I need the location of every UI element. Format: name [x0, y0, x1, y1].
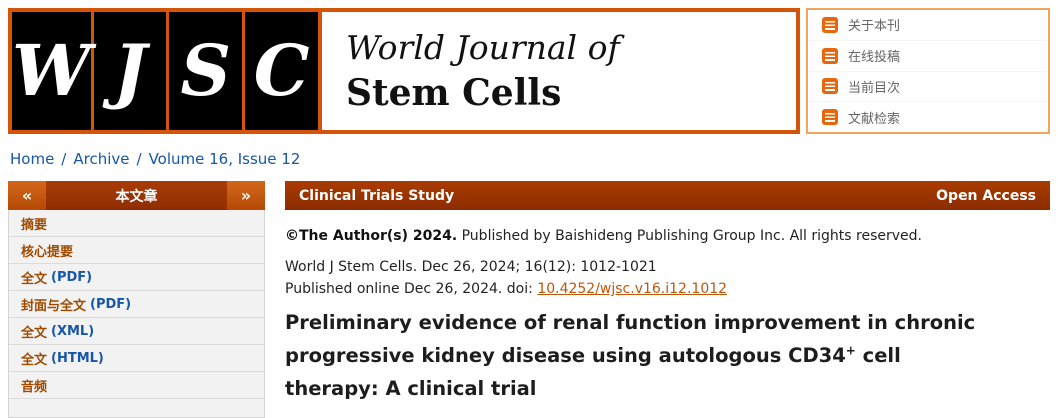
copyright-rest: Published by Baishideng Publishing Group…: [457, 228, 922, 244]
open-access-label: Open Access: [936, 187, 1036, 204]
breadcrumb-volume-issue[interactable]: Volume 16, Issue 12: [148, 150, 301, 168]
menu-item-label: 关于本刊: [848, 19, 901, 35]
published-prefix: Published online Dec 26, 2024. doi:: [285, 281, 538, 297]
article-header-bar: Clinical Trials Study Open Access: [285, 181, 1050, 210]
sidebar-item-format: (PDF): [90, 296, 132, 312]
article-title-line2: progressive kidney disease using autolog…: [285, 344, 846, 368]
sidebar-item-audio[interactable]: 音频: [9, 372, 264, 399]
logo-letter-text: C: [253, 29, 310, 112]
journal-name-line2: Stem Cells: [346, 71, 562, 114]
sidebar-menu: 摘要 核心提要 全文 (PDF) 封面与全文 (PDF) 全文 (XML) 全文 (HT…: [8, 210, 265, 418]
sidebar-item-cover-fulltext-pdf[interactable]: 封面与全文 (PDF): [9, 291, 264, 318]
sidebar-title: 本文章: [46, 181, 227, 210]
breadcrumb-home[interactable]: Home: [10, 150, 55, 168]
article-title-line3: therapy: A clinical trial: [285, 377, 537, 401]
citation-line: World J Stem Cells. Dec 26, 2024; 16(12)…: [285, 259, 657, 275]
sidebar-item-format: (PDF): [51, 269, 93, 285]
article-title: Preliminary evidence of renal function i…: [285, 306, 1055, 405]
sidebar-item-label: 音频: [21, 379, 48, 395]
about-journal-icon: [822, 16, 838, 33]
sidebar-header: « 本文章 »: [8, 181, 265, 210]
breadcrumb: Home / Archive / Volume 16, Issue 12: [10, 150, 300, 168]
article-title-line1: Preliminary evidence of renal function i…: [285, 311, 976, 334]
journal-name-box: World Journal of Stem Cells: [318, 8, 800, 134]
sidebar-item-label: 全文: [21, 352, 48, 368]
current-issue-icon: [822, 78, 838, 95]
sidebar-item-label: 摘要: [21, 217, 48, 233]
sidebar-item-label: 全文: [21, 271, 48, 287]
online-submission-icon: [822, 47, 838, 64]
sidebar-item-label: 核心提要: [21, 244, 74, 260]
chevron-right-icon: »: [240, 186, 252, 205]
logo-letter-text: S: [180, 29, 232, 112]
breadcrumb-separator: /: [136, 150, 142, 168]
sidebar-item-core-tip[interactable]: 核心提要: [9, 237, 264, 264]
sidebar-title-label: 本文章: [115, 188, 158, 205]
logo-letter-s: S: [169, 12, 246, 130]
published-line: Published online Dec 26, 2024. doi: 10.4…: [285, 281, 727, 297]
journal-logo[interactable]: W J S C: [8, 8, 322, 134]
sidebar-item-abstract[interactable]: 摘要: [9, 210, 264, 237]
menu-item-label: 当前目次: [848, 80, 901, 96]
menu-item-label: 在线投稿: [848, 50, 901, 66]
doi-link[interactable]: 10.4252/wjsc.v16.i12.1012: [537, 281, 728, 297]
sidebar-item-label: 封面与全文: [21, 298, 87, 314]
breadcrumb-separator: /: [61, 150, 67, 168]
prev-article-button[interactable]: «: [8, 181, 46, 210]
chevron-left-icon: «: [21, 186, 33, 205]
copyright-bold: ©The Author(s) 2024.: [285, 228, 458, 244]
article-category: Clinical Trials Study: [299, 187, 455, 204]
logo-letter-j: J: [94, 12, 170, 130]
next-article-button[interactable]: »: [227, 181, 265, 210]
breadcrumb-archive[interactable]: Archive: [73, 150, 130, 168]
logo-letter-c: C: [245, 12, 318, 130]
sidebar-item-label: 全文: [21, 325, 48, 341]
sidebar-item-format: (XML): [51, 323, 95, 339]
sidebar-item-fulltext-xml[interactable]: 全文 (XML): [9, 318, 264, 345]
menu-item-about-journal[interactable]: 关于本刊: [808, 10, 1048, 41]
copyright-line: ©The Author(s) 2024. Published by Baishi…: [285, 228, 922, 244]
logo-letter-text: W: [12, 29, 91, 112]
logo-letter-w: W: [12, 12, 94, 130]
sidebar-item-fulltext-pdf[interactable]: 全文 (PDF): [9, 264, 264, 291]
article-title-line2-end: cell: [855, 344, 901, 368]
header-menu: 关于本刊 在线投稿 当前目次 文献检索: [806, 8, 1050, 134]
logo-letter-text: J: [113, 29, 147, 112]
journal-name-line1: World Journal of: [346, 28, 620, 67]
literature-search-icon: [822, 109, 838, 126]
menu-item-current-issue[interactable]: 当前目次: [808, 72, 1048, 103]
sidebar-item-fulltext-html[interactable]: 全文 (HTML): [9, 345, 264, 372]
article-title-superscript: +: [845, 343, 856, 358]
sidebar-item-format: (HTML): [51, 350, 104, 366]
menu-item-label: 文献检索: [848, 111, 901, 127]
menu-item-literature-search[interactable]: 文献检索: [808, 102, 1048, 132]
menu-item-online-submission[interactable]: 在线投稿: [808, 41, 1048, 72]
